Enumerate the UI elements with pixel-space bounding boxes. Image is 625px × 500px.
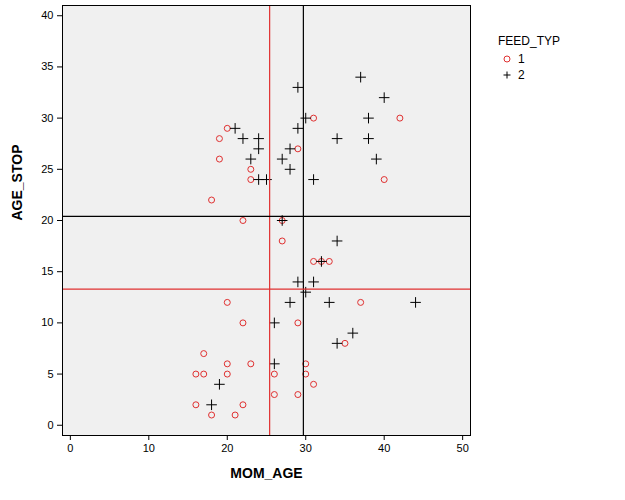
svg-text:10: 10 (41, 316, 53, 328)
svg-text:50: 50 (457, 442, 469, 454)
svg-text:20: 20 (41, 214, 53, 226)
svg-text:40: 40 (41, 9, 53, 21)
svg-text:30: 30 (300, 442, 312, 454)
svg-text:MOM_AGE: MOM_AGE (230, 465, 302, 481)
svg-text:5: 5 (47, 368, 53, 380)
html-text:1: 1 (518, 52, 525, 66)
svg-text:AGE_STOP: AGE_STOP (9, 145, 25, 221)
svg-text:40: 40 (378, 442, 390, 454)
svg-text:20: 20 (221, 442, 233, 454)
html-text:2: 2 (518, 68, 525, 82)
svg-text:0: 0 (67, 442, 73, 454)
svg-text:35: 35 (41, 60, 53, 72)
svg-text:10: 10 (143, 442, 155, 454)
svg-text:30: 30 (41, 112, 53, 124)
svg-text:15: 15 (41, 265, 53, 277)
html-text:FEED_TYP: FEED_TYP (498, 34, 560, 48)
svg-text:0: 0 (47, 419, 53, 431)
svg-text:25: 25 (41, 163, 53, 175)
